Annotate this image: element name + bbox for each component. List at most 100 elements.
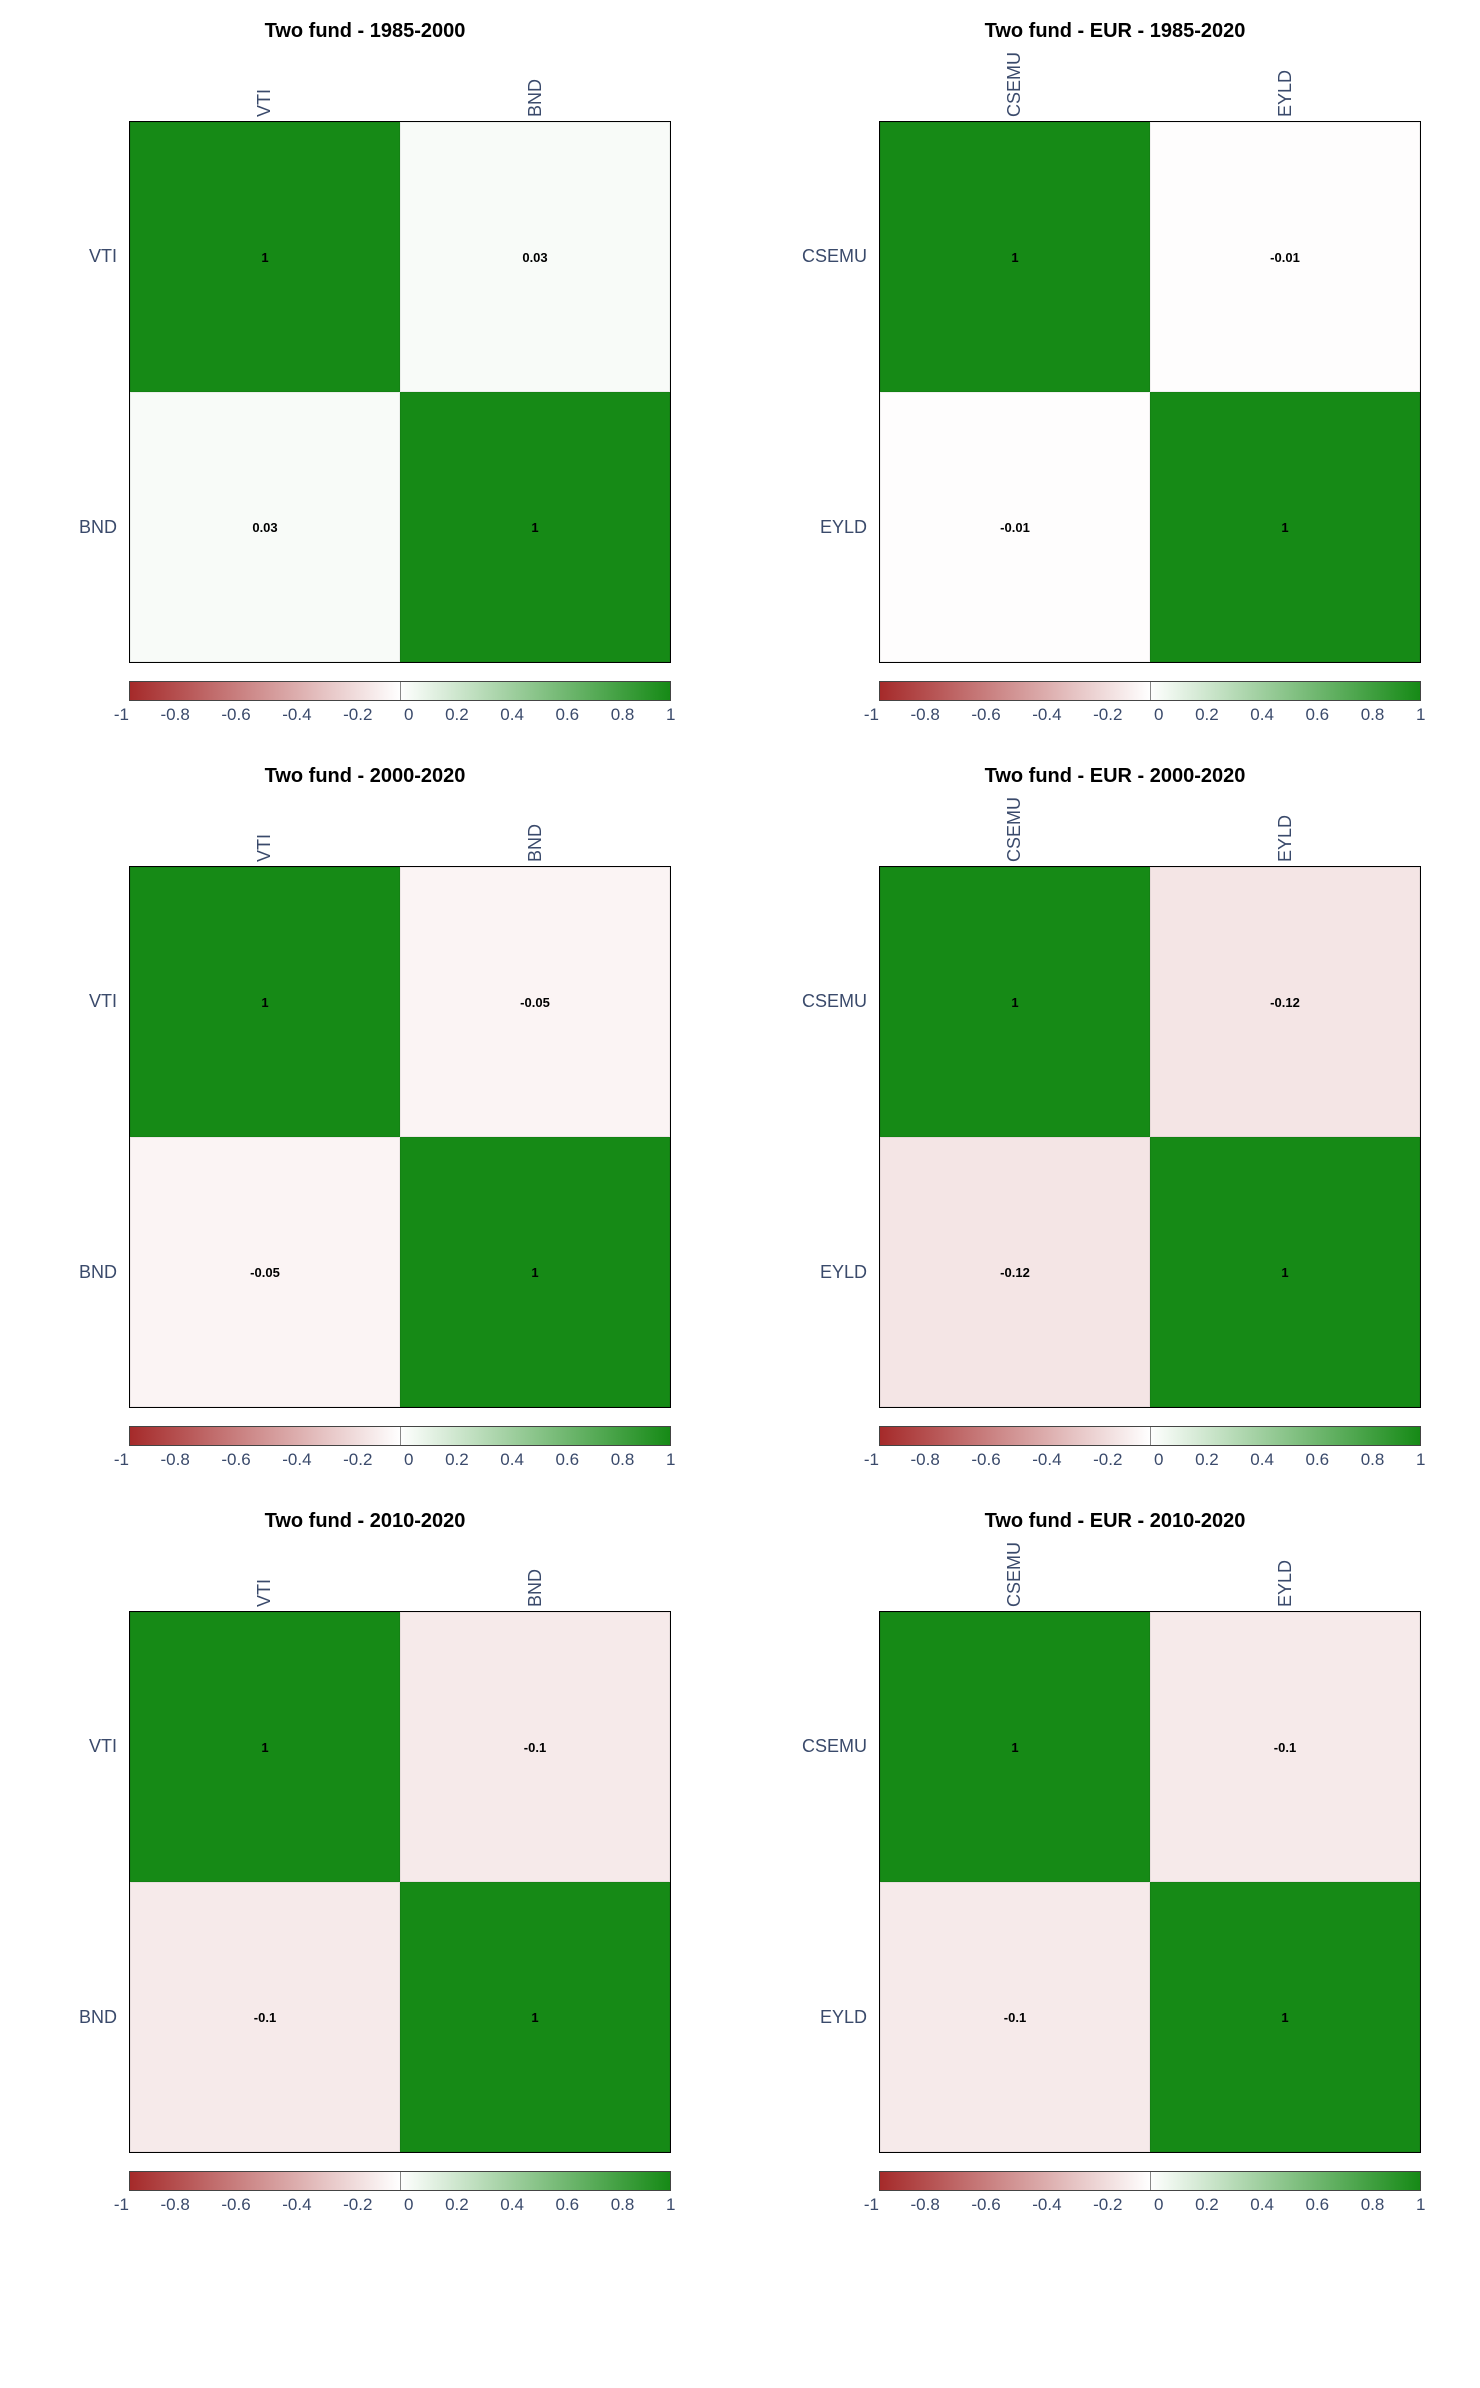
col-label-text: VTI bbox=[254, 89, 275, 117]
row-labels: CSEMUEYLD bbox=[809, 1611, 871, 2153]
matrix-cell: -0.01 bbox=[1150, 122, 1420, 392]
colorbar-tick: 0 bbox=[1154, 2195, 1163, 2215]
row-label: VTI bbox=[59, 1611, 121, 1882]
colorbar-tick: 0.4 bbox=[500, 2195, 524, 2215]
panel-title: Two fund - EUR - 2010-2020 bbox=[985, 1510, 1246, 1533]
colorbar-tick: -0.4 bbox=[282, 705, 311, 725]
matrix-cell: 1 bbox=[130, 867, 400, 1137]
colorbar-tick: -0.8 bbox=[911, 2195, 940, 2215]
colorbar-tick: 0.6 bbox=[1306, 705, 1330, 725]
colorbar-tick: 0.6 bbox=[1306, 1450, 1330, 1470]
matrix-cell: 1 bbox=[1150, 1137, 1420, 1407]
correlation-matrix: 1-0.1-0.11 bbox=[129, 1611, 671, 2153]
heatmap-panel: Two fund - EUR - 2010-2020CSEMUEYLDCSEMU… bbox=[770, 1510, 1460, 2215]
panel-title: Two fund - EUR - 1985-2020 bbox=[985, 20, 1246, 43]
colorbar-tick: -0.2 bbox=[1093, 705, 1122, 725]
row-label: EYLD bbox=[809, 1882, 871, 2153]
col-labels: VTIBND bbox=[129, 1541, 671, 1611]
colorbar-tick: -0.2 bbox=[343, 2195, 372, 2215]
colorbar-gradient bbox=[879, 681, 1421, 701]
colorbar-tick: 0 bbox=[1154, 705, 1163, 725]
heatmap-panel: Two fund - EUR - 1985-2020CSEMUEYLDCSEMU… bbox=[770, 20, 1460, 725]
heatmap-panel: Two fund - 2010-2020VTIBNDVTIBND1-0.1-0.… bbox=[20, 1510, 710, 2215]
colorbar-tick: 0.4 bbox=[1250, 705, 1274, 725]
colorbar-tick: 0.2 bbox=[1195, 2195, 1219, 2215]
heatmap-body: VTIBNDVTIBND1-0.1-0.11 bbox=[59, 1541, 671, 2153]
colorbar-tick: -0.4 bbox=[1032, 1450, 1061, 1470]
matrix-cell: 1 bbox=[1150, 392, 1420, 662]
col-label-text: EYLD bbox=[1275, 1560, 1296, 1607]
heatmap-body: CSEMUEYLDCSEMUEYLD1-0.1-0.11 bbox=[809, 1541, 1421, 2153]
matrix-cell: 1 bbox=[400, 1882, 670, 2152]
matrix-cell: 1 bbox=[400, 1137, 670, 1407]
colorbar-tick: 0.6 bbox=[556, 1450, 580, 1470]
colorbar-tick: 1 bbox=[1416, 2195, 1425, 2215]
col-label: BND bbox=[400, 51, 671, 121]
col-label: EYLD bbox=[1150, 51, 1421, 121]
colorbar-tick: 0 bbox=[404, 2195, 413, 2215]
colorbar-gradient bbox=[879, 2171, 1421, 2191]
colorbar-tick: -0.6 bbox=[221, 2195, 250, 2215]
colorbar-tick: 0.4 bbox=[500, 1450, 524, 1470]
colorbar-tick: -0.2 bbox=[343, 1450, 372, 1470]
colorbar-tick: 0.8 bbox=[611, 2195, 635, 2215]
row-label: BND bbox=[59, 1882, 121, 2153]
colorbar-tick: -1 bbox=[114, 1450, 129, 1470]
colorbar-tick: -0.2 bbox=[1093, 1450, 1122, 1470]
heatmap-body: VTIBNDVTIBND1-0.05-0.051 bbox=[59, 796, 671, 1408]
row-label: CSEMU bbox=[809, 866, 871, 1137]
heatmap-panel: Two fund - EUR - 2000-2020CSEMUEYLDCSEMU… bbox=[770, 765, 1460, 1470]
colorbar-ticks: -1-0.8-0.6-0.4-0.200.20.40.60.81 bbox=[864, 1450, 1426, 1470]
colorbar-tick: 0.6 bbox=[1306, 2195, 1330, 2215]
colorbar-ticks: -1-0.8-0.6-0.4-0.200.20.40.60.81 bbox=[114, 1450, 676, 1470]
matrix-cell: -0.1 bbox=[1150, 1612, 1420, 1882]
colorbar-tick: -0.6 bbox=[221, 705, 250, 725]
colorbar-tick: 0.2 bbox=[1195, 1450, 1219, 1470]
correlation-matrix: 1-0.05-0.051 bbox=[129, 866, 671, 1408]
colorbar-tick: -0.4 bbox=[1032, 705, 1061, 725]
colorbar-tick: 0.2 bbox=[445, 1450, 469, 1470]
matrix-cell: 1 bbox=[130, 1612, 400, 1882]
colorbar-ticks: -1-0.8-0.6-0.4-0.200.20.40.60.81 bbox=[114, 2195, 676, 2215]
colorbar-tick: 1 bbox=[666, 705, 675, 725]
row-label: BND bbox=[59, 392, 121, 663]
col-labels: CSEMU EYLD bbox=[879, 1541, 1421, 1611]
col-label-text: EYLD bbox=[1275, 815, 1296, 862]
row-label: EYLD bbox=[809, 1137, 871, 1408]
colorbar-tick: -0.8 bbox=[161, 1450, 190, 1470]
col-label-text: CSEMU bbox=[1004, 1542, 1025, 1607]
colorbar-tick: -0.4 bbox=[282, 1450, 311, 1470]
col-labels: VTI BND bbox=[129, 51, 671, 121]
colorbar-tick: -0.6 bbox=[971, 2195, 1000, 2215]
colorbar-tick: -0.6 bbox=[221, 1450, 250, 1470]
colorbar-tick: 0.8 bbox=[611, 1450, 635, 1470]
colorbar-tick: 0.2 bbox=[445, 2195, 469, 2215]
colorbar-tick: 1 bbox=[1416, 705, 1425, 725]
col-label: VTI bbox=[129, 51, 400, 121]
colorbar-tick: -1 bbox=[864, 705, 879, 725]
colorbar-tick: -0.4 bbox=[1032, 2195, 1061, 2215]
heatmap-body: CSEMUEYLDCSEMUEYLD1-0.12-0.121 bbox=[809, 796, 1421, 1408]
col-label: EYLD bbox=[1150, 1541, 1421, 1611]
colorbar-tick: 0.4 bbox=[500, 705, 524, 725]
colorbar-tick: 0.8 bbox=[611, 705, 635, 725]
colorbar-tick: 0.2 bbox=[1195, 705, 1219, 725]
matrix-cell: 1 bbox=[880, 122, 1150, 392]
colorbar-tick: -0.6 bbox=[971, 1450, 1000, 1470]
row-label: CSEMU bbox=[809, 1611, 871, 1882]
panel-title: Two fund - 2010-2020 bbox=[265, 1510, 466, 1533]
colorbar-tick: 0.8 bbox=[1361, 705, 1385, 725]
colorbar: -1-0.8-0.6-0.4-0.200.20.40.60.81 bbox=[880, 1426, 1420, 1470]
panel-title: Two fund - 1985-2000 bbox=[265, 20, 466, 43]
colorbar-gradient bbox=[879, 1426, 1421, 1446]
matrix-cell: 1 bbox=[1150, 1882, 1420, 2152]
col-label-text: VTI bbox=[254, 834, 275, 862]
colorbar-ticks: -1-0.8-0.6-0.4-0.200.20.40.60.81 bbox=[864, 705, 1426, 725]
colorbar-tick: -0.8 bbox=[161, 2195, 190, 2215]
colorbar: -1-0.8-0.6-0.4-0.200.20.40.60.81 bbox=[880, 2171, 1420, 2215]
colorbar-tick: 0.8 bbox=[1361, 2195, 1385, 2215]
colorbar-tick: -0.2 bbox=[343, 705, 372, 725]
colorbar-tick: 0 bbox=[404, 1450, 413, 1470]
colorbar-tick: 0.6 bbox=[556, 2195, 580, 2215]
colorbar-tick: -1 bbox=[114, 705, 129, 725]
